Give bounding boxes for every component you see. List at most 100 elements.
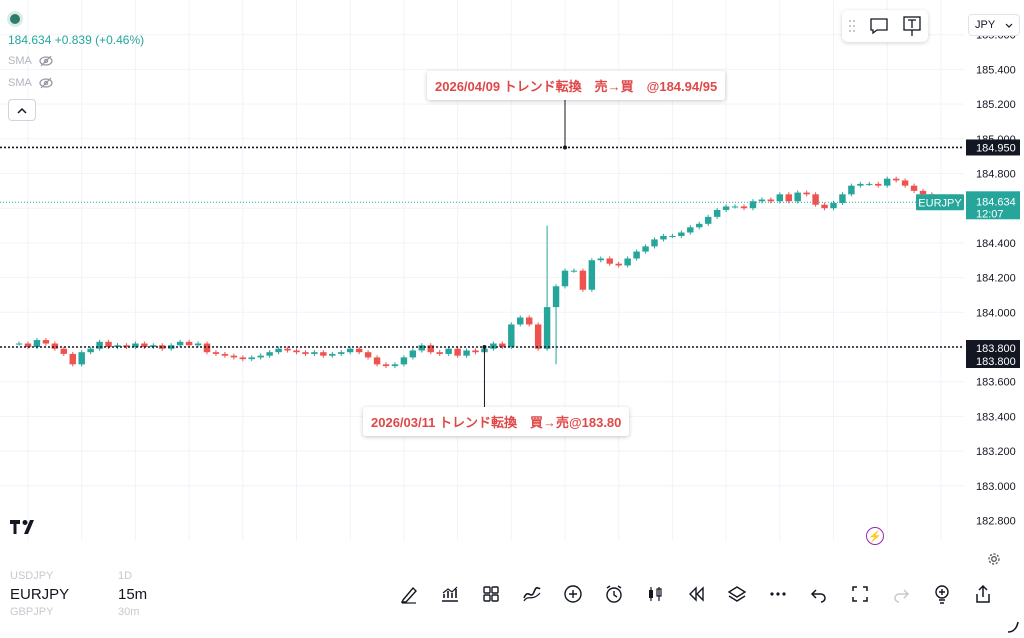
share-button[interactable] (962, 582, 1003, 606)
candle (221, 353, 229, 356)
price-chart[interactable]: 182.800 183.000 183.200 183.400 183.600 183.8… (0, 0, 1024, 545)
text-note-icon[interactable] (902, 15, 922, 37)
candle (33, 340, 41, 347)
comment-icon[interactable] (869, 17, 889, 35)
more-icon (769, 592, 786, 596)
y-tick-label: 183.600 (976, 377, 1016, 389)
timeframe-next[interactable]: 30m (118, 606, 140, 618)
undo-button[interactable] (798, 582, 839, 606)
candle (830, 202, 837, 209)
countdown-label: 12:07 (976, 208, 1004, 220)
candle (141, 343, 148, 347)
candle (579, 270, 587, 290)
candle (525, 317, 533, 325)
candle (588, 260, 596, 290)
candle (454, 348, 461, 356)
timeframe-current[interactable]: 15m (118, 586, 148, 603)
candle (176, 341, 184, 346)
candle (302, 352, 309, 354)
alarm-button[interactable] (593, 582, 634, 606)
indicator-sma-1[interactable]: SMA (8, 55, 54, 67)
symbol-price-tag-label: EURJPY (918, 197, 962, 209)
symbol-next[interactable]: GBPJPY (10, 606, 54, 618)
add-circle-icon (563, 585, 582, 603)
pen-button[interactable] (388, 582, 429, 606)
symbol-prev[interactable]: USDJPY (10, 570, 54, 582)
timeframe-prev[interactable]: 1D (118, 570, 133, 582)
candle (42, 340, 50, 344)
y-tick-label: 184.800 (976, 169, 1016, 181)
last-price-tag (966, 191, 1020, 220)
candle (409, 350, 417, 358)
candle (731, 206, 739, 208)
indicator-sma-2[interactable]: SMA (8, 77, 54, 89)
resize-handle-icon[interactable] (1006, 620, 1020, 634)
candle (114, 345, 121, 347)
drag-handle-icon[interactable] (848, 19, 856, 33)
share-icon (975, 584, 990, 603)
candle (123, 345, 130, 347)
candle (418, 345, 426, 351)
candle (776, 194, 784, 202)
level-price-tag (966, 139, 1020, 156)
symbol-current[interactable]: EURJPY (10, 586, 70, 603)
candle (373, 357, 381, 365)
last-price-label: 184.634 (976, 196, 1016, 208)
y-tick-label: 185.400 (976, 64, 1016, 76)
compare-button[interactable] (511, 582, 552, 606)
lightbulb-button[interactable] (921, 582, 962, 606)
y-tick-label: 183.400 (976, 411, 1016, 423)
replay-button[interactable] (675, 582, 716, 606)
annotation-buy-signal[interactable]: 2026/04/09 トレンド転換 売→買 @184.94/95 (427, 71, 726, 100)
candle (445, 348, 452, 354)
candle (740, 206, 748, 209)
candle (346, 348, 354, 353)
gear-icon[interactable] (987, 552, 1001, 566)
candle (15, 343, 23, 345)
candle (875, 183, 882, 186)
fullscreen-icon (851, 586, 868, 602)
candle (230, 355, 238, 358)
indicators-button[interactable] (429, 582, 470, 606)
currency-label: JPY (975, 19, 996, 31)
candle (508, 324, 515, 347)
collapse-legend-button[interactable] (8, 99, 36, 121)
candle (883, 178, 891, 186)
lightning-icon[interactable]: ⚡ (866, 527, 884, 545)
candle (364, 352, 372, 358)
candles-button[interactable] (634, 582, 675, 606)
candle (24, 343, 32, 347)
candle (534, 324, 542, 349)
more-button[interactable] (757, 582, 798, 606)
currency-select[interactable]: JPY (968, 14, 1020, 36)
candle (821, 204, 828, 209)
add-circle-button[interactable] (552, 582, 593, 606)
tradingview-logo[interactable] (10, 520, 38, 538)
eye-off-icon[interactable] (38, 55, 54, 67)
eye-off-icon[interactable] (38, 77, 54, 89)
candle (329, 353, 336, 356)
redo-button[interactable] (880, 582, 921, 606)
candle (866, 183, 873, 185)
chevron-down-icon (1005, 23, 1013, 28)
candle (660, 235, 667, 240)
candle (257, 355, 264, 358)
alarm-icon (605, 585, 622, 603)
candle (60, 348, 68, 354)
layers-button[interactable] (716, 582, 757, 606)
fullscreen-button[interactable] (839, 582, 880, 606)
candle (785, 194, 792, 202)
candle (499, 343, 506, 347)
lightbulb-icon (934, 585, 949, 604)
y-tick-label: 183.000 (976, 481, 1016, 493)
candle (69, 353, 76, 365)
candle (490, 343, 497, 349)
candle (400, 357, 408, 365)
annotation-sell-signal[interactable]: 2026/03/11 トレンド転換 買→売@183.80 (363, 407, 630, 436)
candle (803, 192, 810, 195)
compare-icon (522, 586, 541, 602)
candle (436, 352, 443, 354)
layout-grid-button[interactable] (470, 582, 511, 606)
layers-icon (727, 586, 746, 602)
candle (857, 183, 864, 186)
